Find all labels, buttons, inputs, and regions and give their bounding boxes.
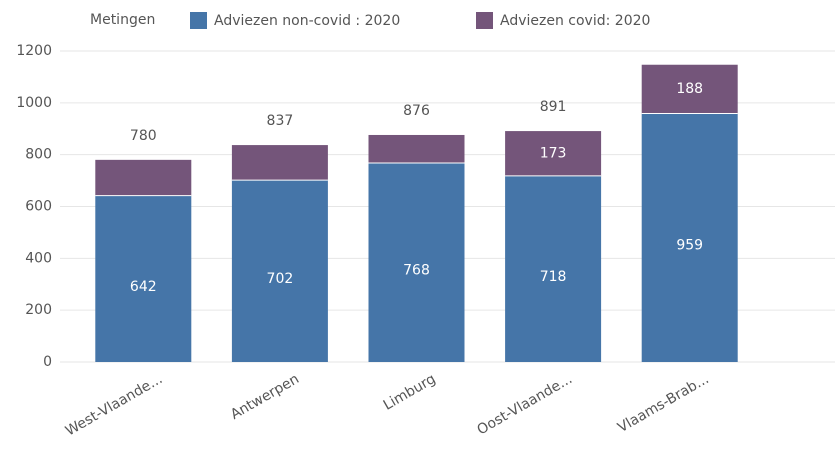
- bar-segment: [368, 162, 465, 362]
- bar-segment: [231, 180, 328, 362]
- y-tick-label: 1000: [16, 95, 52, 111]
- total-label: 891: [540, 99, 567, 115]
- y-tick-label: 0: [43, 354, 52, 370]
- y-tick-label: 200: [25, 302, 52, 318]
- bar-segment: [95, 159, 192, 196]
- y-tick-label: 600: [25, 199, 52, 215]
- data-label: 702: [267, 271, 294, 287]
- bar-segment: [641, 113, 738, 362]
- legend-label: Adviezen covid: 2020: [500, 13, 650, 29]
- x-tick-label: Oost-Vlaande...: [474, 371, 575, 438]
- legend-label: Adviezen non-covid : 2020: [214, 13, 400, 29]
- bar-segment: [231, 145, 328, 181]
- x-tick-label: Antwerpen: [228, 371, 302, 423]
- bar-segment: [641, 64, 738, 114]
- data-label: 959: [676, 238, 703, 254]
- legend-title: Metingen: [90, 12, 155, 28]
- data-label: 188: [676, 81, 703, 97]
- data-label: 718: [540, 269, 567, 285]
- y-tick-label: 400: [25, 250, 52, 266]
- y-tick-label: 800: [25, 147, 52, 163]
- data-label: 173: [540, 146, 567, 162]
- total-label: 837: [267, 113, 294, 129]
- y-tick-label: 1200: [16, 43, 52, 59]
- total-label: 780: [130, 128, 157, 144]
- data-label: 768: [403, 262, 430, 278]
- total-label: 876: [403, 103, 430, 119]
- data-label: 642: [130, 279, 157, 295]
- x-tick-label: Limburg: [381, 371, 439, 414]
- x-tick-label: Vlaams-Brab...: [615, 371, 712, 436]
- bar-segment: [368, 134, 465, 163]
- bar-segment: [505, 131, 602, 176]
- bar-segment: [95, 195, 192, 362]
- legend-swatch: [190, 12, 207, 29]
- bar-segment: [505, 175, 602, 362]
- legend-swatch: [476, 12, 493, 29]
- x-tick-label: West-Vlaande...: [63, 371, 165, 439]
